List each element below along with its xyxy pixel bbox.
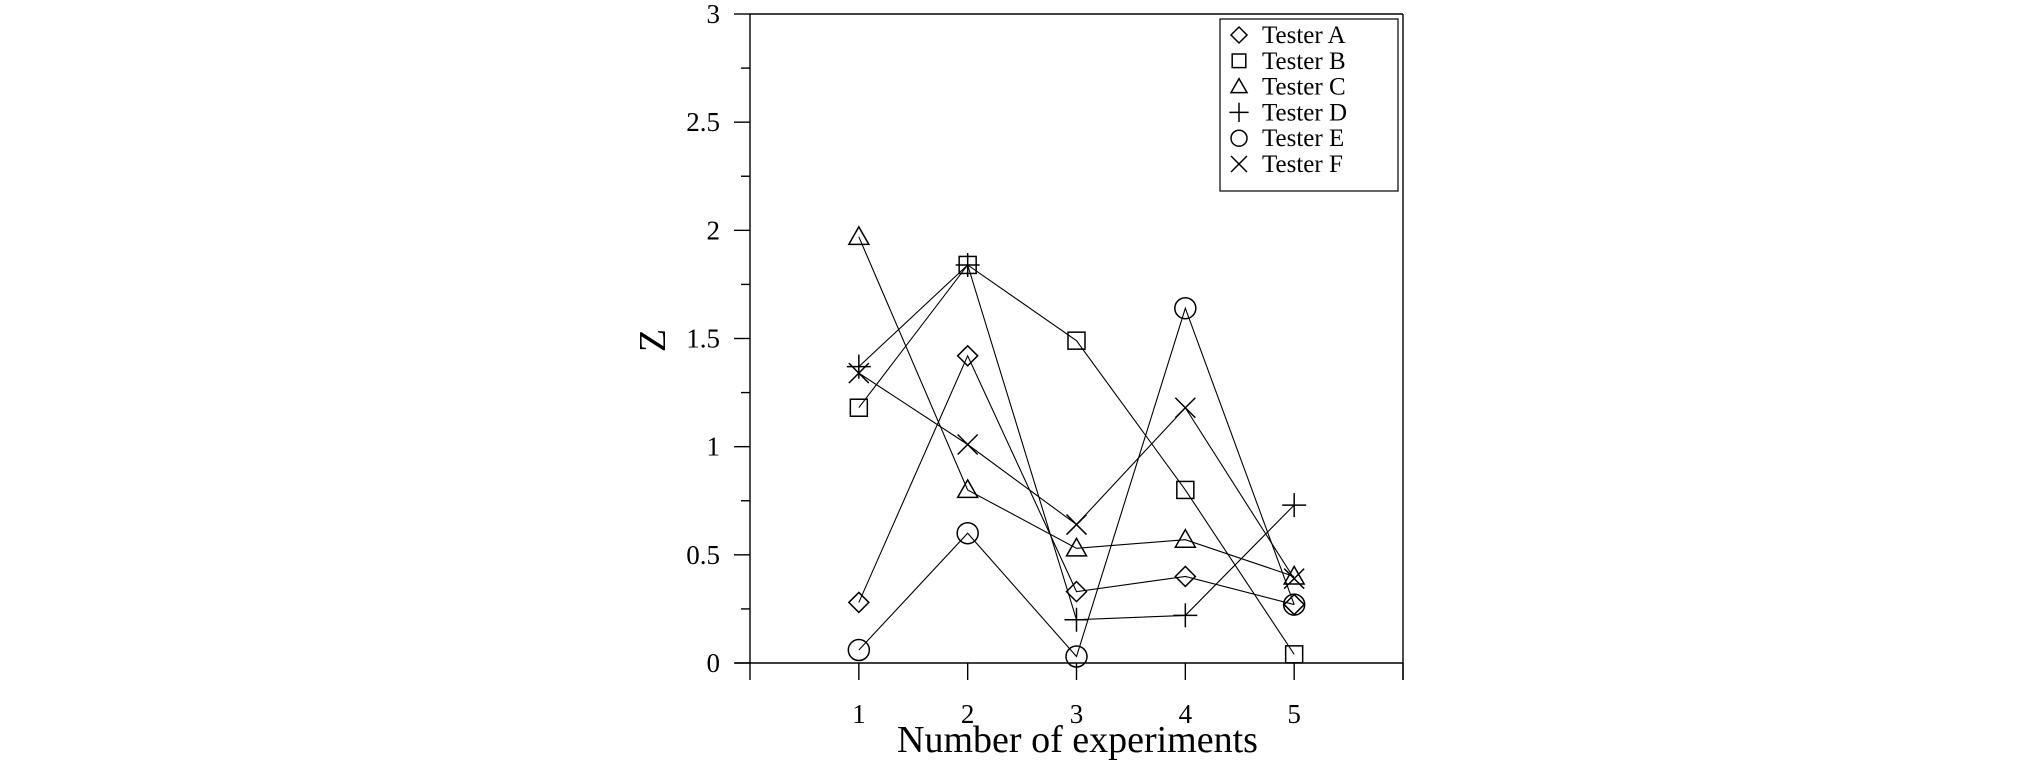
- data-point-diamond: [956, 344, 979, 367]
- y-tick-label: 0.5: [686, 540, 720, 570]
- x-tick-label: 5: [1287, 699, 1301, 729]
- y-tick-label: 1: [707, 432, 721, 462]
- data-point-plus: [1282, 493, 1307, 518]
- legend-item: Tester F: [1230, 151, 1343, 178]
- legend-marker-triangle: [1229, 77, 1249, 94]
- data-point-diamond: [1065, 580, 1088, 603]
- data-point-square: [1176, 480, 1195, 500]
- x-tick-label: 3: [1070, 699, 1084, 729]
- data-point-square: [1284, 645, 1304, 664]
- x-axis-title: Number of experiments: [897, 719, 1258, 761]
- data-point-triangle: [847, 225, 871, 246]
- legend-label: Tester F: [1262, 151, 1343, 178]
- series-tester-d: [846, 252, 1307, 632]
- legend-box: [1219, 18, 1399, 192]
- series-line: [858, 306, 1295, 658]
- data-point-plus: [846, 354, 871, 379]
- series-tester-e: [847, 296, 1306, 668]
- legend-marker-plus: [1229, 102, 1249, 122]
- data-point-triangle: [1174, 528, 1197, 548]
- data-point-plus: [955, 252, 980, 277]
- legend-label: Tester B: [1262, 48, 1346, 75]
- legend-marker-square: [1231, 53, 1247, 69]
- y-tick-label: 2.5: [686, 107, 720, 137]
- legend-item: Tester D: [1229, 99, 1347, 126]
- y-tick-label: 2: [707, 215, 721, 245]
- series-line: [858, 236, 1295, 577]
- data-point-circle: [1065, 645, 1088, 668]
- legend-label: Tester C: [1262, 74, 1346, 101]
- data-point-plus: [1064, 607, 1089, 632]
- legend-label: Tester A: [1262, 22, 1346, 49]
- data-point-diamond: [1174, 565, 1197, 588]
- series-tester-a: [847, 344, 1306, 616]
- data-point-triangle: [1065, 536, 1088, 557]
- x-tick-label: 1: [852, 699, 866, 729]
- legend-marker-diamond: [1229, 25, 1249, 45]
- data-point-circle: [1174, 296, 1197, 320]
- series-tester-c: [847, 225, 1306, 585]
- axes: 0 0.5 1 1.5 2 2.5 3 1 2 3 4 5: [686, 0, 1404, 729]
- series-line: [858, 264, 1295, 655]
- data-point-square: [1067, 331, 1086, 350]
- legend-label: Tester D: [1262, 99, 1347, 126]
- data-point-x: [848, 362, 870, 384]
- x-tick-label: 4: [1179, 699, 1193, 729]
- series-line: [858, 354, 1295, 606]
- x-tick-label: 2: [961, 699, 975, 729]
- data-point-diamond: [847, 591, 870, 614]
- legend-marker-x: [1230, 155, 1248, 173]
- legend-label: Tester E: [1262, 125, 1344, 152]
- legend-marker-circle: [1230, 129, 1248, 147]
- plot-series: [846, 225, 1307, 668]
- legend-item: Tester A: [1229, 22, 1346, 49]
- y-axis-title: Z: [632, 329, 674, 352]
- series-line: [858, 263, 1295, 621]
- series-tester-f: [848, 362, 1305, 590]
- data-point-x: [957, 433, 979, 456]
- data-point-plus: [1173, 603, 1198, 628]
- data-point-circle: [1282, 593, 1306, 616]
- y-tick-label: 0: [707, 648, 721, 678]
- data-point-triangle: [956, 478, 979, 499]
- data-point-x: [1174, 397, 1196, 419]
- data-point-triangle: [1282, 564, 1306, 585]
- y-tick-label: 3: [707, 0, 721, 29]
- legend-item: Tester E: [1230, 125, 1344, 152]
- legend-item: Tester C: [1229, 74, 1346, 101]
- data-point-circle: [847, 638, 871, 662]
- data-point-x: [1283, 568, 1305, 590]
- data-point-square: [849, 398, 869, 417]
- legend-item: Tester B: [1231, 48, 1346, 75]
- y-tick-label: 1.5: [686, 324, 720, 354]
- data-point-circle: [956, 521, 979, 545]
- data-point-x: [1065, 514, 1088, 536]
